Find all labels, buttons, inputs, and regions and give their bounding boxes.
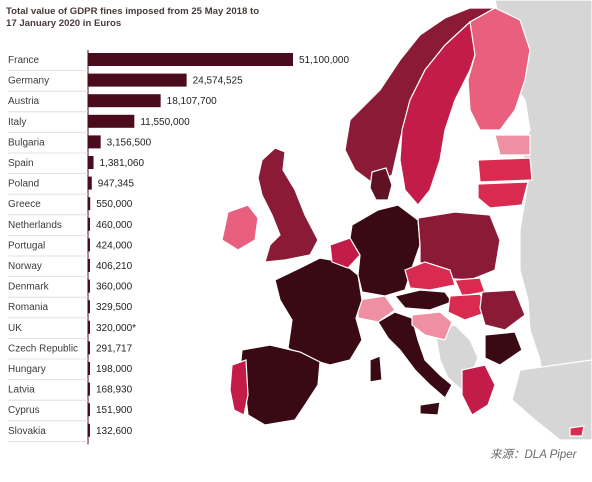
map-region-czechia: [404, 261, 456, 291]
bar: [88, 320, 90, 334]
map-region-greece: [461, 364, 496, 416]
value-label: 132,600: [96, 426, 133, 437]
map-region-latvia: [477, 157, 533, 183]
value-label: 320,000*: [96, 323, 136, 334]
value-label: 406,210: [96, 261, 133, 272]
map-region-france: [274, 257, 363, 366]
category-label: Italy: [8, 117, 26, 128]
category-label: Czech Republic: [8, 343, 78, 354]
value-label: 51,100,000: [299, 55, 349, 66]
value-label: 198,000: [96, 364, 133, 375]
category-label: Cyprus: [8, 405, 40, 416]
value-label: 24,574,525: [193, 76, 243, 87]
category-label: UK: [8, 323, 22, 334]
value-label: 11,550,000: [140, 117, 190, 128]
value-label: 168,930: [96, 385, 133, 396]
category-label: Spain: [8, 158, 34, 169]
category-label: Slovakia: [8, 426, 46, 437]
map-region-bulgaria: [484, 331, 523, 366]
value-label: 947,345: [98, 179, 135, 190]
map-region-lithuania: [477, 181, 529, 209]
category-label: Romania: [8, 302, 48, 313]
bar: [88, 362, 90, 375]
map-region-denmark: [369, 167, 393, 201]
chart-title: Total value of GDPR fines imposed from 2…: [6, 6, 260, 29]
map-region-romania: [479, 289, 526, 331]
value-label: 550,000: [96, 199, 133, 210]
bar: [88, 279, 90, 293]
bar: [88, 156, 94, 169]
map-region-sicily: [419, 401, 441, 416]
value-label: 291,717: [96, 343, 133, 354]
map-region-germany: [349, 204, 421, 297]
bar: [88, 341, 90, 355]
map-region-poland: [417, 211, 501, 281]
bar: [88, 423, 90, 437]
map-region-turkey: [511, 359, 592, 441]
category-label: Portugal: [8, 240, 45, 251]
bar: [88, 53, 293, 66]
category-label: Hungary: [8, 364, 46, 375]
map-region-ireland: [221, 204, 259, 251]
bar: [88, 73, 187, 87]
category-label: Norway: [8, 261, 42, 272]
map-region-belgium-nl: [329, 237, 361, 269]
map-region-hungary: [447, 293, 489, 321]
category-label: Germany: [8, 76, 49, 87]
value-label: 424,000: [96, 240, 133, 251]
map-region-sweden: [399, 21, 481, 206]
bar: [88, 94, 161, 108]
bar: [88, 238, 90, 252]
bar: [88, 176, 92, 190]
category-label: Bulgaria: [8, 137, 45, 148]
bar: [88, 114, 135, 128]
value-label: 460,000: [96, 220, 133, 231]
value-label: 329,500: [96, 302, 133, 313]
value-label: 1,381,060: [100, 158, 145, 169]
map-region-cyprus: [569, 425, 585, 437]
category-label: Denmark: [8, 282, 50, 293]
value-label: 18,107,700: [167, 96, 217, 107]
bar: [88, 217, 90, 231]
map-region-switzerland: [357, 295, 396, 323]
bar: [88, 300, 90, 314]
value-label: 360,000: [96, 282, 133, 293]
value-label: 3,156,500: [107, 137, 152, 148]
category-label: Poland: [8, 179, 39, 190]
bar: [88, 403, 90, 417]
bar: [88, 135, 101, 149]
bar: [88, 197, 91, 211]
category-label: Netherlands: [8, 220, 62, 231]
map-region-estonia: [494, 134, 531, 156]
map-region-uk: [257, 147, 319, 263]
map-region-slovenia-croatia: [411, 311, 453, 341]
map-region-finland: [467, 7, 531, 131]
bar: [88, 382, 90, 396]
category-label: Austria: [8, 96, 40, 107]
map-region-sardinia: [369, 355, 383, 383]
bars-group: France 51,100,000 Germany 24,574,525 Austria…: [8, 50, 349, 445]
value-label: 151,900: [96, 405, 133, 416]
bar: [88, 259, 90, 272]
category-label: Greece: [8, 199, 41, 210]
source-note: 来源：DLA Piper: [490, 449, 577, 461]
category-label: France: [8, 55, 40, 66]
map-region-portugal: [229, 359, 249, 416]
category-label: Latvia: [8, 385, 35, 396]
